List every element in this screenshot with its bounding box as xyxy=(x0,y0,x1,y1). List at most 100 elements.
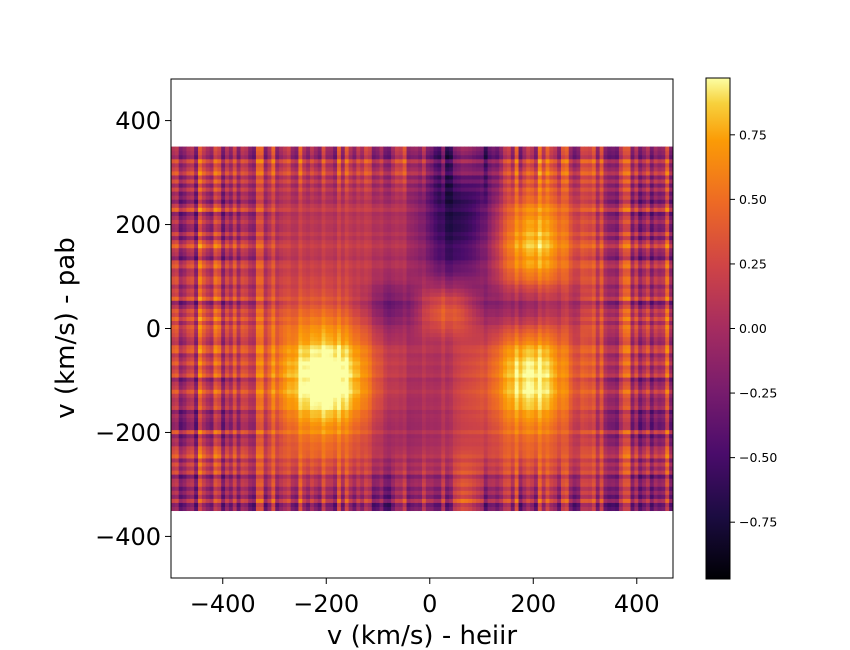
heatmap-cell xyxy=(186,227,191,233)
heatmap-cell xyxy=(329,211,334,216)
heatmap-cell xyxy=(325,352,330,358)
heatmap-cell xyxy=(267,417,272,423)
heatmap-cell xyxy=(248,348,253,354)
heatmap-cell xyxy=(321,348,327,354)
heatmap-cell xyxy=(367,453,373,459)
heatmap-cell xyxy=(371,381,377,386)
heatmap-cell xyxy=(367,304,373,309)
heatmap-cell xyxy=(190,417,195,423)
heatmap-cell xyxy=(209,255,215,261)
heatmap-cell xyxy=(364,174,369,180)
heatmap-cell xyxy=(371,478,377,483)
heatmap-cell xyxy=(255,211,261,216)
heatmap-cell xyxy=(259,267,265,273)
heatmap-cell xyxy=(329,393,334,398)
heatmap-cell xyxy=(364,288,369,293)
heatmap-cell xyxy=(275,320,280,326)
heatmap-cell xyxy=(367,498,373,503)
heatmap-cell xyxy=(352,239,357,245)
heatmap-cell xyxy=(182,219,188,224)
heatmap-cell xyxy=(375,316,381,322)
heatmap-cell xyxy=(321,332,327,338)
heatmap-cell xyxy=(225,332,230,338)
heatmap-cell xyxy=(225,470,230,475)
heatmap-cell xyxy=(356,259,361,265)
heatmap-cell xyxy=(271,259,276,265)
heatmap-cell xyxy=(360,328,365,334)
heatmap-cell xyxy=(383,393,388,398)
heatmap-cell xyxy=(213,207,218,212)
heatmap-cell xyxy=(217,170,222,176)
heatmap-cell xyxy=(298,449,303,455)
heatmap-cell xyxy=(325,162,330,168)
heatmap-cell xyxy=(178,490,184,495)
heatmap-cell xyxy=(263,203,269,208)
heatmap-cell xyxy=(209,292,215,297)
heatmap-cell xyxy=(298,219,303,224)
heatmap-cell xyxy=(194,356,199,362)
heatmap-cell xyxy=(244,158,249,164)
heatmap-cell xyxy=(367,150,373,156)
heatmap-cell xyxy=(364,389,369,394)
heatmap-cell xyxy=(344,267,350,273)
heatmap-cell xyxy=(263,381,269,386)
heatmap-cell xyxy=(310,393,315,398)
heatmap-cell xyxy=(279,316,284,322)
heatmap-cell xyxy=(282,182,288,188)
heatmap-cell xyxy=(317,348,323,354)
heatmap-cell xyxy=(282,364,288,370)
heatmap-cell xyxy=(356,195,361,200)
heatmap-cell xyxy=(321,377,327,382)
heatmap-cell xyxy=(198,150,203,156)
heatmap-cell xyxy=(259,344,265,350)
heatmap-cell xyxy=(313,352,319,358)
heatmap-cell xyxy=(194,247,199,253)
heatmap-cell xyxy=(302,288,307,293)
heatmap-cell xyxy=(267,207,272,212)
heatmap-cell xyxy=(232,429,238,435)
heatmap-cell xyxy=(194,352,199,358)
heatmap-cell xyxy=(217,247,222,253)
heatmap-cell xyxy=(279,150,284,156)
heatmap-cell xyxy=(201,166,207,172)
heatmap-cell xyxy=(252,219,257,224)
heatmap-cell xyxy=(313,381,319,386)
heatmap-cell xyxy=(329,328,334,334)
heatmap-cell xyxy=(317,461,323,467)
heatmap-cell xyxy=(205,340,211,346)
heatmap-cell xyxy=(367,360,373,366)
heatmap-cell xyxy=(240,474,245,479)
heatmap-cell xyxy=(213,433,218,439)
heatmap-cell xyxy=(290,409,296,414)
heatmap-cell xyxy=(306,425,311,431)
heatmap-cell xyxy=(329,263,334,269)
heatmap-cell xyxy=(213,231,218,237)
heatmap-cell xyxy=(286,195,292,200)
heatmap-cell xyxy=(174,457,180,463)
heatmap-cell xyxy=(344,263,350,269)
heatmap-cell xyxy=(221,502,226,507)
heatmap-cell xyxy=(321,292,327,297)
heatmap-cell xyxy=(178,486,184,491)
heatmap-cell xyxy=(302,437,307,443)
heatmap-cell xyxy=(198,445,203,451)
heatmap-cell xyxy=(364,191,369,196)
heatmap-cell xyxy=(194,360,199,366)
heatmap-cell xyxy=(255,441,261,447)
heatmap-cell xyxy=(325,304,330,309)
heatmap-cell xyxy=(213,478,218,483)
heatmap-cell xyxy=(321,284,327,289)
heatmap-cell xyxy=(325,336,330,342)
heatmap-cell xyxy=(205,461,211,467)
heatmap-cell xyxy=(186,494,191,499)
heatmap-cell xyxy=(344,364,350,370)
heatmap-cell xyxy=(201,288,207,293)
heatmap-cell xyxy=(201,340,207,346)
heatmap-cell xyxy=(333,393,338,398)
heatmap-cell xyxy=(356,494,361,499)
heatmap-cell xyxy=(217,195,222,200)
heatmap-cell xyxy=(232,203,238,208)
heatmap-cell xyxy=(313,461,319,467)
heatmap-cell xyxy=(294,300,300,305)
heatmap-cell xyxy=(186,235,191,241)
